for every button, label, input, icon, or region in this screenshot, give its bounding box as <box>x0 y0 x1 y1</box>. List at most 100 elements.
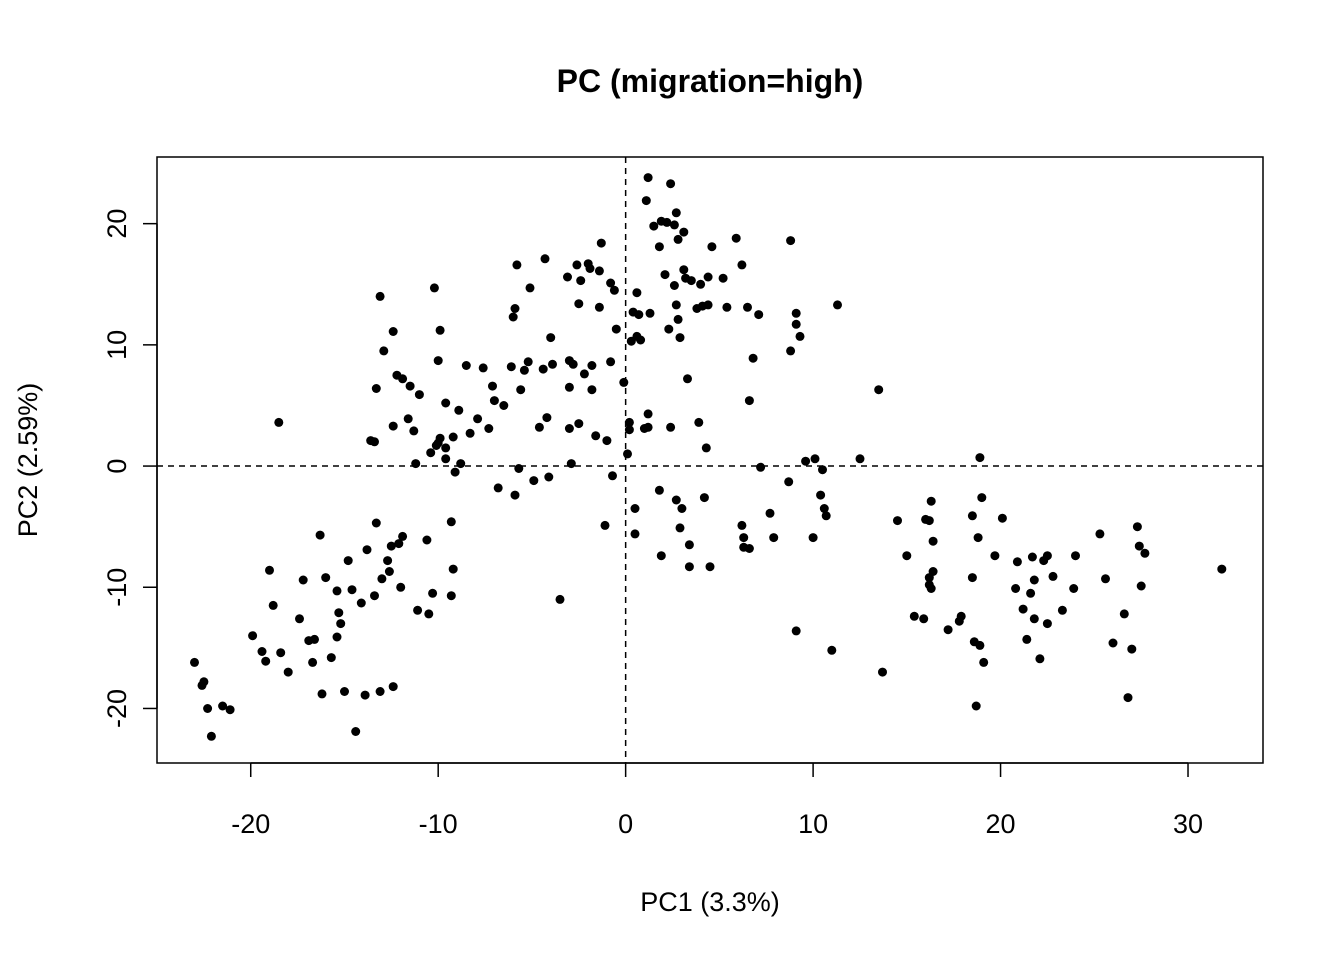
data-point <box>540 254 550 264</box>
data-point <box>283 667 293 677</box>
data-point <box>448 564 458 574</box>
data-point <box>398 531 408 541</box>
data-point <box>791 308 801 318</box>
data-point <box>1134 541 1144 551</box>
data-point <box>956 611 966 621</box>
data-point <box>493 483 503 493</box>
data-point <box>298 575 308 585</box>
x-tick-label: 20 <box>986 809 1016 839</box>
data-point <box>1048 571 1058 581</box>
data-point <box>801 456 811 466</box>
data-point <box>1140 548 1150 558</box>
data-point <box>446 591 456 601</box>
data-point <box>739 533 749 543</box>
data-point <box>1057 605 1067 615</box>
data-point <box>744 396 754 406</box>
reference-lines <box>157 157 1263 763</box>
data-point <box>819 504 829 513</box>
data-point <box>784 477 794 487</box>
data-point <box>619 377 629 387</box>
data-point <box>624 425 634 435</box>
data-point <box>506 362 516 372</box>
data-point <box>568 359 578 369</box>
data-point <box>433 356 443 366</box>
data-point <box>977 493 987 503</box>
data-point <box>370 437 379 447</box>
y-tick-label: -10 <box>102 568 132 607</box>
data-point <box>754 310 764 320</box>
x-tick-label: 0 <box>618 809 633 839</box>
data-point <box>308 657 318 667</box>
data-point <box>666 179 676 189</box>
data-point <box>684 562 694 572</box>
data-point <box>926 584 936 593</box>
data-point <box>624 417 634 427</box>
data-point <box>190 657 199 667</box>
data-point <box>347 585 357 595</box>
data-point <box>919 614 929 624</box>
data-point <box>336 619 346 629</box>
data-point <box>375 687 385 696</box>
data-point <box>718 273 728 283</box>
data-point <box>855 454 865 464</box>
data-point <box>694 417 704 427</box>
data-point <box>1101 574 1110 584</box>
data-point <box>748 353 758 363</box>
data-point <box>544 472 554 482</box>
data-point <box>649 221 659 231</box>
data-point <box>1012 557 1022 567</box>
data-point <box>454 405 464 415</box>
data-point <box>703 272 713 282</box>
data-point <box>821 511 831 521</box>
data-point <box>1022 634 1032 644</box>
x-tick-label: -10 <box>419 809 458 839</box>
data-point <box>555 594 565 604</box>
data-point <box>388 682 398 692</box>
data-point <box>765 508 775 518</box>
data-point <box>679 227 689 237</box>
data-point <box>816 490 826 500</box>
data-point <box>371 518 381 528</box>
data-point <box>1042 551 1052 561</box>
data-point <box>808 533 818 543</box>
data-point <box>257 647 267 656</box>
data-point <box>398 374 408 384</box>
data-point <box>388 421 398 431</box>
data-point <box>744 544 754 553</box>
data-point <box>261 656 271 666</box>
data-point <box>489 396 499 406</box>
data-point <box>414 390 424 400</box>
data-point <box>321 573 331 583</box>
data-point <box>1127 644 1137 654</box>
data-point <box>585 264 595 273</box>
data-point <box>699 493 709 503</box>
data-point <box>632 288 642 298</box>
data-point <box>677 504 687 513</box>
data-point <box>967 573 977 583</box>
data-point <box>1011 584 1021 593</box>
data-point <box>574 419 584 429</box>
data-point <box>591 431 601 441</box>
data-point <box>786 236 796 246</box>
data-point <box>409 426 419 436</box>
data-point <box>315 530 325 540</box>
data-point <box>827 645 837 655</box>
data-point <box>538 364 548 374</box>
data-point <box>641 196 651 206</box>
y-tick-label: -20 <box>102 689 132 728</box>
data-point <box>370 591 379 601</box>
data-point <box>534 422 544 432</box>
data-point <box>576 276 586 286</box>
data-point <box>523 357 533 367</box>
data-point <box>542 413 552 423</box>
data-point <box>705 562 715 572</box>
data-point <box>611 324 621 334</box>
data-point <box>276 648 286 658</box>
data-point <box>731 233 741 243</box>
data-point <box>248 631 258 641</box>
data-point <box>435 433 445 443</box>
data-point <box>671 208 681 218</box>
data-point <box>429 283 439 293</box>
data-point <box>636 335 646 345</box>
data-point <box>268 600 278 610</box>
